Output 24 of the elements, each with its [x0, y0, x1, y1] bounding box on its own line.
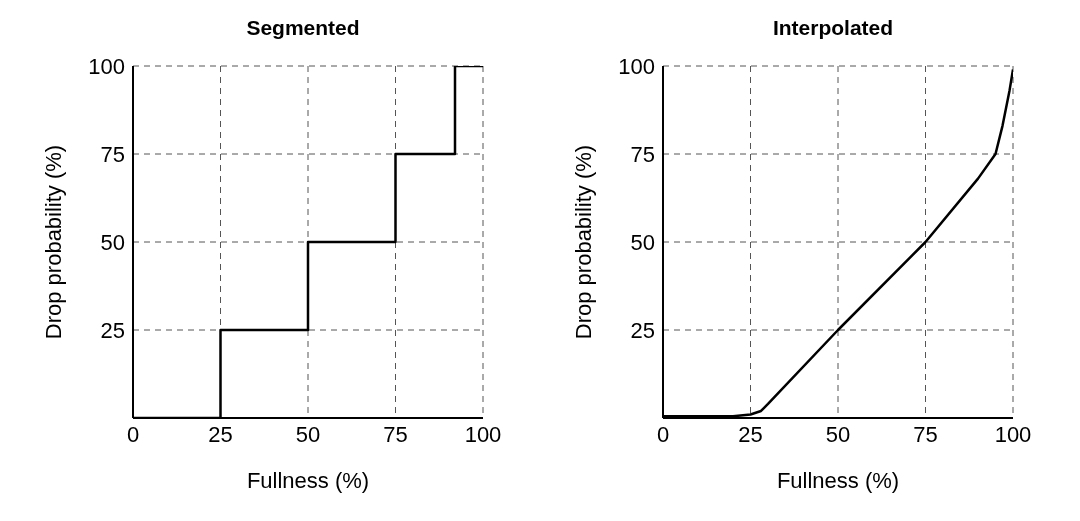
x-tick-label: 25 — [208, 421, 233, 447]
x-tick-label: 50 — [295, 421, 321, 447]
x-tick-label: 100 — [464, 421, 502, 447]
y-axis-title: Drop probability (%) — [40, 144, 66, 340]
x-tick-label: 75 — [383, 421, 408, 447]
y-tick-label: 75 — [100, 141, 125, 167]
chart-title: Segmented — [246, 15, 360, 41]
x-tick-label: 75 — [913, 421, 938, 447]
y-axis-title: Drop probability (%) — [570, 144, 596, 340]
y-tick-label: 100 — [618, 53, 655, 79]
x-tick-label: 50 — [825, 421, 851, 447]
y-tick-label: 100 — [88, 53, 125, 79]
y-tick-label: 50 — [100, 229, 125, 255]
chart-title: Interpolated — [772, 15, 894, 41]
x-tick-label: 0 — [126, 421, 140, 447]
y-tick-label: 50 — [630, 229, 655, 255]
x-tick-label: 100 — [994, 421, 1032, 447]
x-tick-label: 25 — [738, 421, 763, 447]
x-axis-title: Fullness (%) — [246, 468, 370, 493]
x-axis-title: Fullness (%) — [776, 468, 900, 493]
y-tick-label: 25 — [100, 317, 125, 343]
x-tick-label: 0 — [656, 421, 670, 447]
y-tick-label: 25 — [630, 317, 655, 343]
y-tick-label: 75 — [630, 141, 655, 167]
